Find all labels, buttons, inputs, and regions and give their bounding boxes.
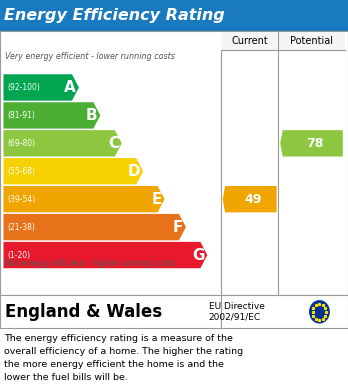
Polygon shape	[3, 130, 122, 156]
Text: (21-38): (21-38)	[8, 222, 35, 231]
Text: C: C	[108, 136, 119, 151]
Text: A: A	[64, 80, 76, 95]
Text: EU Directive: EU Directive	[209, 302, 265, 311]
Text: 2002/91/EC: 2002/91/EC	[209, 312, 261, 321]
Text: D: D	[128, 164, 140, 179]
Text: F: F	[173, 220, 183, 235]
Bar	[0, 31, 348, 295]
Bar	[0, 295, 348, 328]
Polygon shape	[3, 214, 186, 240]
Bar	[0, 0, 348, 31]
Text: (1-20): (1-20)	[8, 251, 31, 260]
Text: (39-54): (39-54)	[8, 195, 36, 204]
Text: (55-68): (55-68)	[8, 167, 36, 176]
Polygon shape	[3, 186, 165, 212]
Text: (81-91): (81-91)	[8, 111, 35, 120]
Polygon shape	[280, 130, 343, 156]
Polygon shape	[3, 102, 100, 129]
Text: G: G	[192, 248, 205, 262]
Text: B: B	[86, 108, 97, 123]
Bar	[221, 32, 345, 50]
Polygon shape	[3, 74, 79, 100]
Polygon shape	[3, 158, 143, 185]
Text: Energy Efficiency Rating: Energy Efficiency Rating	[4, 8, 225, 23]
Text: (92-100): (92-100)	[8, 83, 40, 92]
Polygon shape	[3, 242, 207, 268]
Text: Potential: Potential	[290, 36, 333, 46]
Text: Current: Current	[231, 36, 268, 46]
Polygon shape	[223, 186, 277, 212]
Text: 49: 49	[245, 193, 262, 206]
Text: Very energy efficient - lower running costs: Very energy efficient - lower running co…	[5, 52, 175, 61]
Text: England & Wales: England & Wales	[5, 303, 163, 321]
Circle shape	[309, 300, 330, 324]
Text: The energy efficiency rating is a measure of the
overall efficiency of a home. T: The energy efficiency rating is a measur…	[4, 334, 243, 382]
Text: 78: 78	[306, 137, 324, 150]
Text: (69-80): (69-80)	[8, 139, 36, 148]
Text: Not energy efficient - higher running costs: Not energy efficient - higher running co…	[5, 259, 175, 268]
Text: E: E	[151, 192, 162, 207]
